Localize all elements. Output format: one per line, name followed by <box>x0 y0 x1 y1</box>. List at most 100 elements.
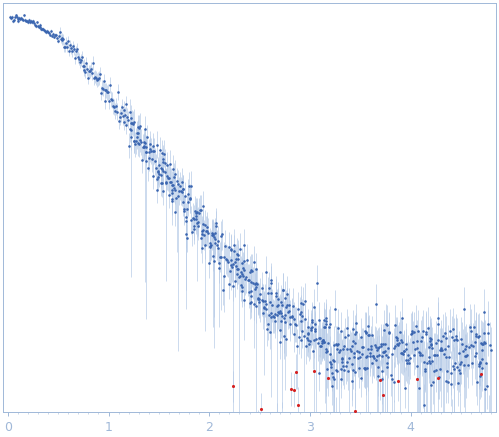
Point <box>188 228 196 235</box>
Point <box>64 38 72 45</box>
Point <box>484 329 492 336</box>
Point <box>233 270 241 277</box>
Point <box>420 358 428 365</box>
Point <box>206 239 214 246</box>
Point <box>331 341 339 348</box>
Point <box>434 375 442 382</box>
Point <box>395 340 403 347</box>
Point <box>455 349 463 356</box>
Point <box>154 173 162 180</box>
Point <box>76 59 84 66</box>
Point <box>398 315 406 322</box>
Point <box>245 288 253 295</box>
Point <box>384 354 392 361</box>
Point <box>313 279 321 286</box>
Point <box>388 376 396 383</box>
Point <box>408 328 416 335</box>
Point <box>78 54 86 61</box>
Point <box>398 338 406 345</box>
Point <box>475 362 483 369</box>
Point <box>419 328 427 335</box>
Point <box>318 339 326 346</box>
Point <box>322 318 330 325</box>
Point <box>140 143 148 150</box>
Point <box>267 276 275 283</box>
Point <box>266 298 274 305</box>
Point <box>448 334 456 341</box>
Point <box>159 167 167 174</box>
Point <box>379 349 387 356</box>
Point <box>457 358 465 365</box>
Point <box>178 188 186 195</box>
Point <box>364 332 372 339</box>
Point <box>330 357 338 364</box>
Point <box>391 343 399 350</box>
Point <box>158 150 166 157</box>
Point <box>351 407 359 414</box>
Point <box>378 352 386 359</box>
Point <box>115 117 123 124</box>
Point <box>298 313 306 320</box>
Point <box>319 336 327 343</box>
Point <box>107 96 115 103</box>
Point <box>348 360 356 367</box>
Point <box>48 32 56 39</box>
Point <box>310 304 318 311</box>
Point <box>403 346 411 353</box>
Point <box>289 302 297 309</box>
Point <box>141 126 149 133</box>
Point <box>446 327 454 334</box>
Point <box>340 366 348 373</box>
Point <box>229 264 237 271</box>
Point <box>381 327 389 334</box>
Point <box>297 300 305 307</box>
Point <box>128 119 136 126</box>
Point <box>384 344 392 351</box>
Point <box>367 345 375 352</box>
Point <box>328 369 336 376</box>
Point <box>486 415 494 422</box>
Point <box>393 334 401 341</box>
Point <box>323 348 331 355</box>
Point <box>200 232 208 239</box>
Point <box>142 149 150 156</box>
Point <box>50 33 58 40</box>
Point <box>453 333 461 340</box>
Point <box>83 66 91 73</box>
Point <box>336 347 344 354</box>
Point <box>361 365 369 372</box>
Point <box>480 330 488 337</box>
Point <box>319 338 327 345</box>
Point <box>38 25 46 32</box>
Point <box>403 359 411 366</box>
Point <box>261 269 269 276</box>
Point <box>21 17 29 24</box>
Point <box>390 344 398 351</box>
Point <box>354 354 362 361</box>
Point <box>342 362 350 369</box>
Point <box>430 351 438 358</box>
Point <box>211 229 219 236</box>
Point <box>422 329 430 336</box>
Point <box>330 341 338 348</box>
Point <box>468 342 476 349</box>
Point <box>363 352 371 359</box>
Point <box>99 85 107 92</box>
Point <box>233 266 241 273</box>
Point <box>267 309 275 316</box>
Point <box>357 333 365 340</box>
Point <box>315 317 323 324</box>
Point <box>337 375 345 382</box>
Point <box>55 28 63 35</box>
Point <box>242 274 250 281</box>
Point <box>259 305 267 312</box>
Point <box>146 146 154 153</box>
Point <box>316 335 324 342</box>
Point <box>34 24 42 31</box>
Point <box>130 118 138 125</box>
Point <box>405 359 413 366</box>
Point <box>131 141 139 148</box>
Point <box>460 305 468 312</box>
Point <box>263 326 271 333</box>
Point <box>96 71 104 78</box>
